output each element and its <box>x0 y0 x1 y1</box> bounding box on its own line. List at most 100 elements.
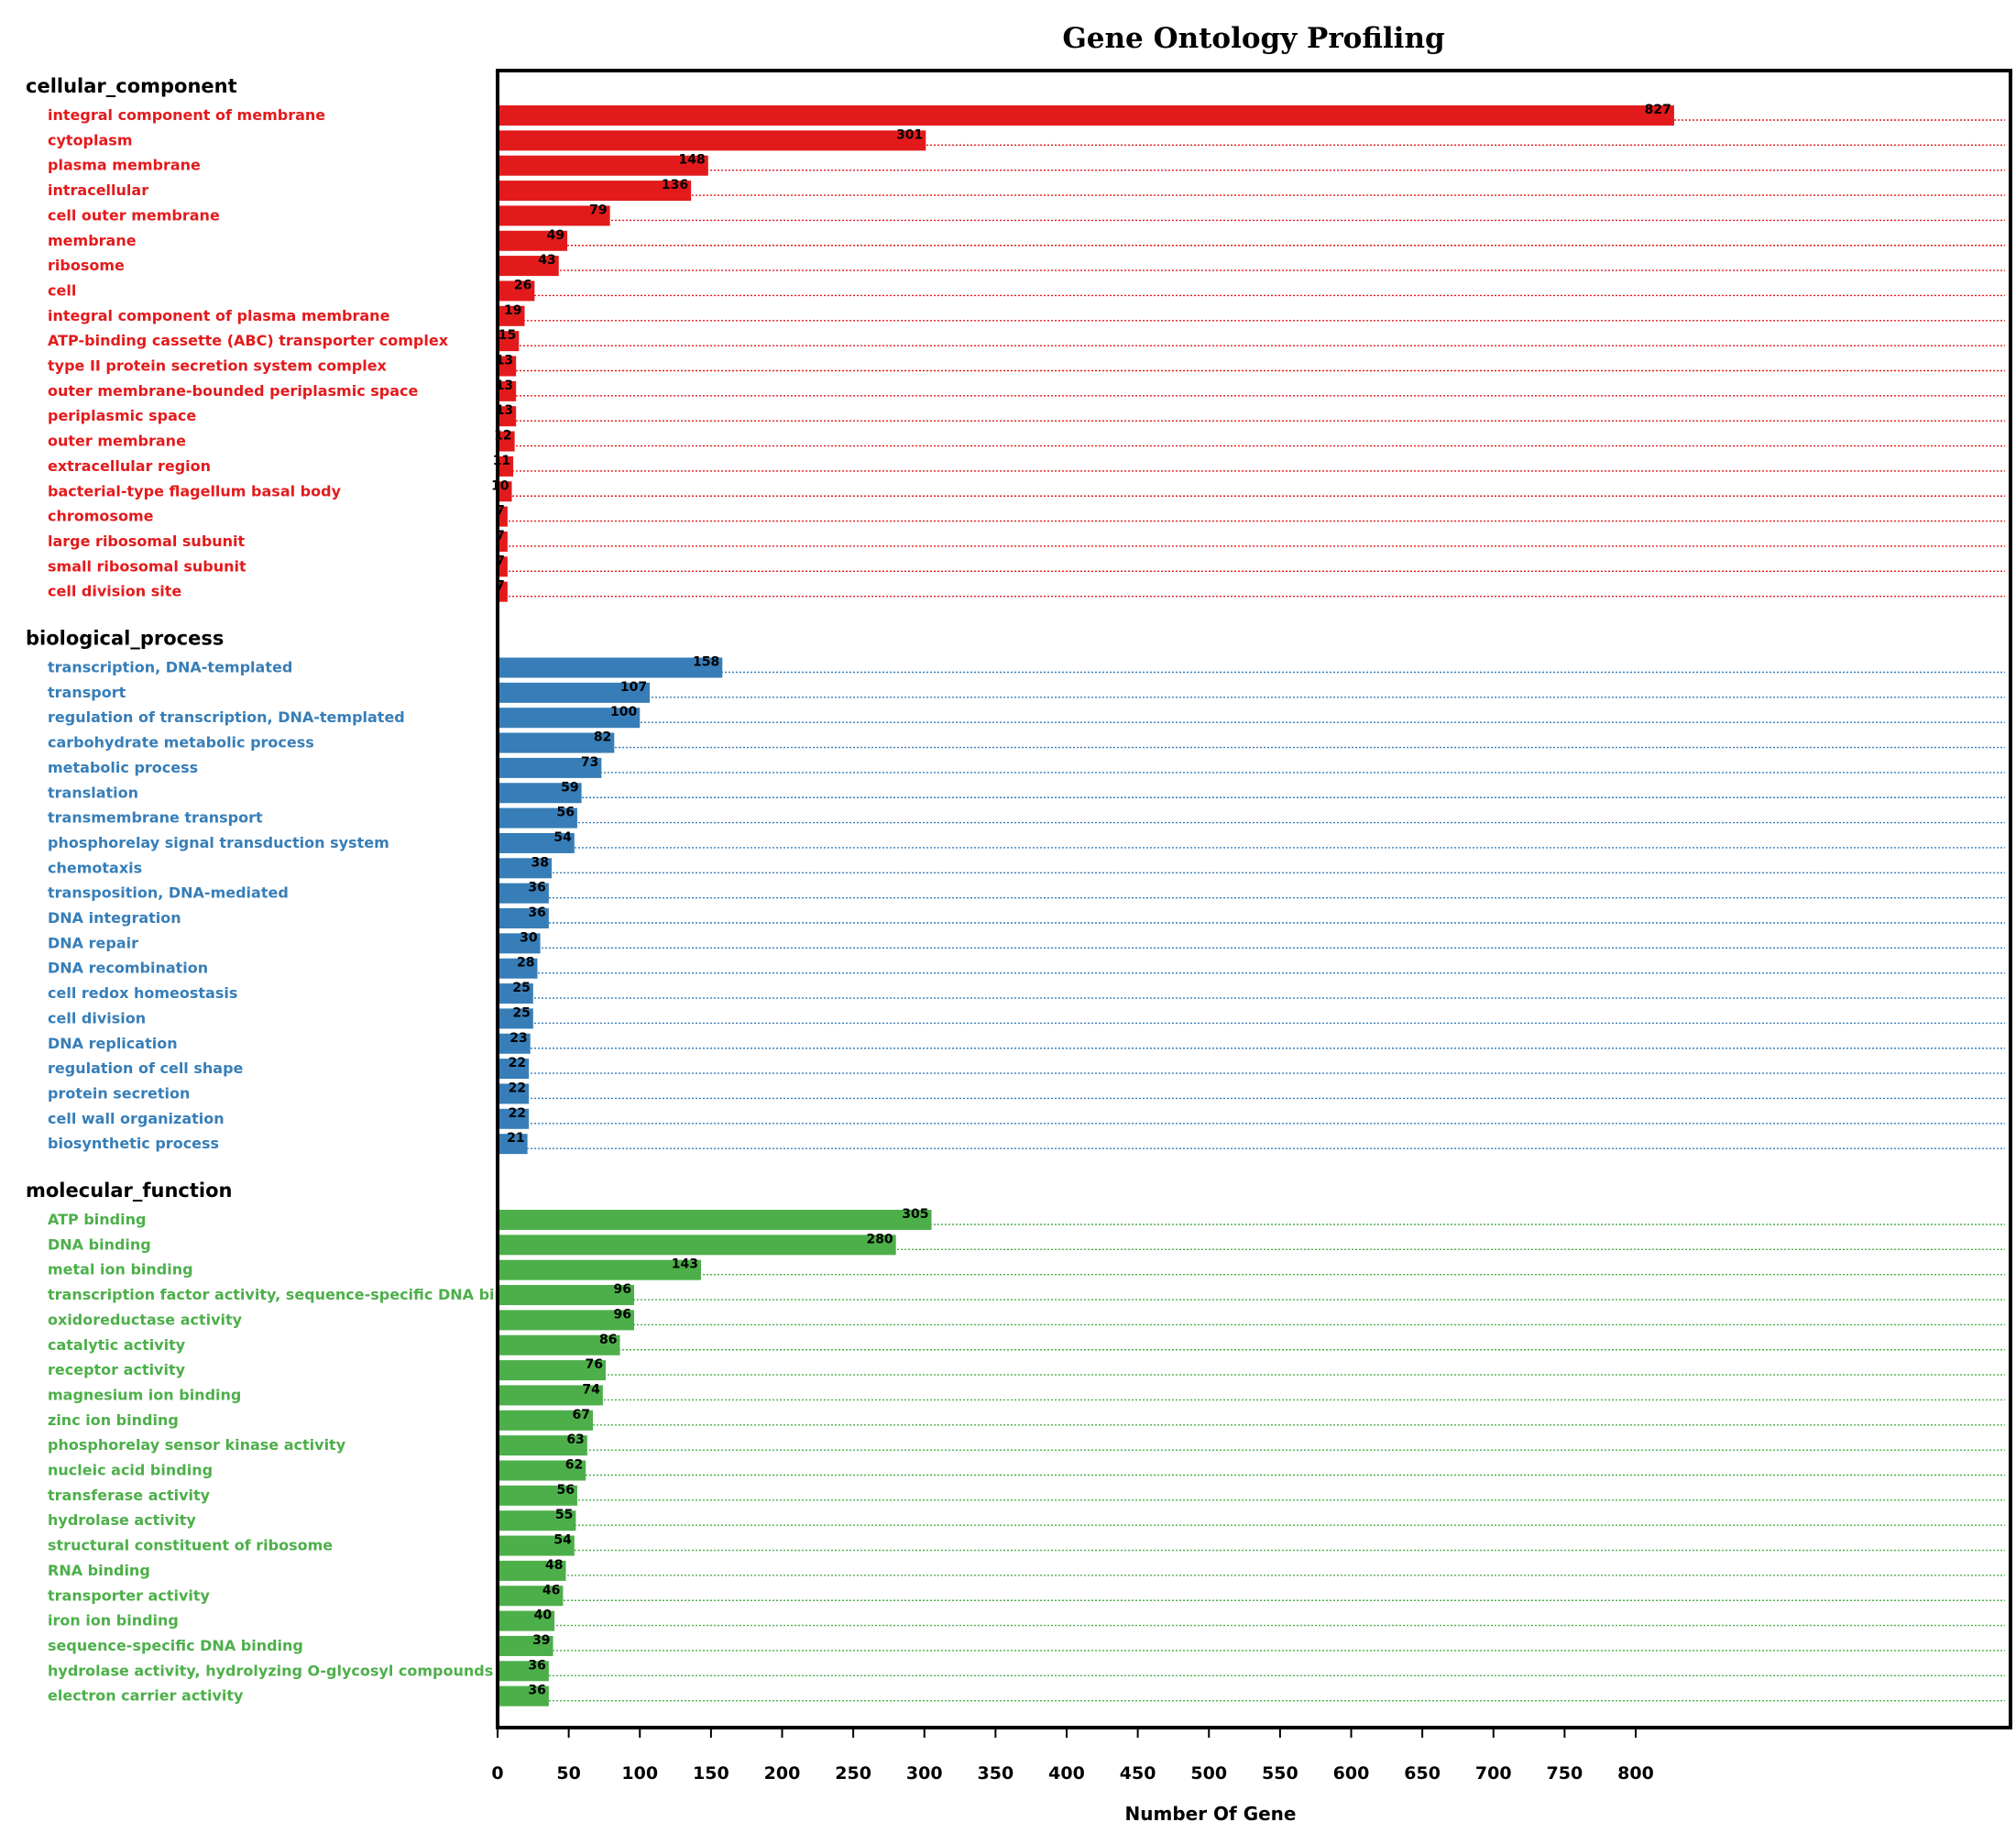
value-label: 23 <box>509 1031 527 1046</box>
category-label: carbohydrate metabolic process <box>48 734 314 752</box>
category-label: integral component of plasma membrane <box>48 307 390 324</box>
bar <box>498 1586 564 1607</box>
bar <box>498 682 651 703</box>
value-label: 49 <box>547 228 564 243</box>
bar <box>498 1535 575 1556</box>
category-label: large ribosomal subunit <box>48 532 246 550</box>
value-label: 46 <box>542 1583 560 1597</box>
category-label: regulation of cell shape <box>48 1059 244 1077</box>
category-label: transcription, DNA-templated <box>48 659 292 676</box>
value-label: 19 <box>504 303 521 318</box>
x-tick-label: 450 <box>1120 1763 1156 1784</box>
value-label: 26 <box>514 278 531 292</box>
category-label: biosynthetic process <box>48 1135 219 1152</box>
category-label: cell division <box>48 1009 146 1026</box>
value-label: 96 <box>614 1282 631 1297</box>
group-cellular-component: cellular_component integral component of … <box>26 75 2005 602</box>
value-label: 25 <box>512 981 530 995</box>
bar <box>498 581 508 602</box>
bar <box>498 506 508 527</box>
category-label: cell redox homeostasis <box>48 984 237 1002</box>
value-label: 56 <box>556 1483 574 1498</box>
x-tick-label: 650 <box>1404 1763 1441 1784</box>
bar <box>498 1134 528 1155</box>
bar <box>498 205 610 226</box>
value-label: 22 <box>509 1106 526 1121</box>
bar <box>498 431 515 452</box>
value-label: 82 <box>594 730 611 745</box>
category-label: nucleic acid binding <box>48 1462 213 1479</box>
bar <box>498 1685 549 1707</box>
category-label: transcription factor activity, sequence-… <box>48 1286 542 1303</box>
category-label: oxidoreductase activity <box>48 1311 243 1328</box>
category-label: ATP-binding cassette (ABC) transporter c… <box>48 332 449 349</box>
bar <box>498 230 568 251</box>
bar <box>498 1285 635 1306</box>
value-label: 21 <box>507 1131 524 1146</box>
x-tick-label: 400 <box>1048 1763 1085 1784</box>
x-tick-label: 150 <box>693 1763 729 1784</box>
value-label: 79 <box>589 203 607 217</box>
category-label: plasma membrane <box>48 157 201 174</box>
category-label: cell outer membrane <box>48 206 220 224</box>
bar <box>498 406 517 427</box>
chart-title: Gene Ontology Profiling <box>1062 22 1444 55</box>
bar <box>498 305 525 326</box>
value-label: 7 <box>496 554 505 568</box>
bar <box>498 732 615 753</box>
category-label: DNA repair <box>48 934 138 951</box>
category-label: DNA recombination <box>48 960 208 977</box>
bar <box>498 1310 635 1331</box>
value-label: 86 <box>599 1333 617 1347</box>
value-label: 74 <box>582 1382 600 1397</box>
bar <box>498 1108 530 1129</box>
category-label: transferase activity <box>48 1487 211 1504</box>
plot-frame <box>496 69 2012 1729</box>
x-axis: 0 50 100 150 200 250 300 350 400 450 500 550 600 650 7… <box>491 1728 1654 1784</box>
category-label: ATP binding <box>48 1211 146 1228</box>
category-label: translation <box>48 784 138 801</box>
category-label: regulation of transcription, DNA-templat… <box>48 708 405 726</box>
bar <box>498 105 1674 126</box>
value-label: 22 <box>509 1056 526 1070</box>
bar <box>498 380 517 401</box>
bar <box>498 708 641 729</box>
bar <box>498 757 602 778</box>
category-label: membrane <box>48 232 137 249</box>
category-label: bacterial-type flagellum basal body <box>48 482 342 499</box>
bar <box>498 1510 576 1531</box>
bar <box>498 1008 533 1029</box>
category-label: small ribosomal subunit <box>48 557 247 575</box>
bar <box>498 1235 896 1256</box>
value-label: 36 <box>528 881 545 895</box>
value-label: 25 <box>512 1005 530 1020</box>
value-label: 54 <box>553 830 572 845</box>
bar <box>498 1485 577 1506</box>
bar <box>498 1560 566 1581</box>
bar <box>498 556 508 577</box>
value-label: 10 <box>491 478 509 493</box>
value-label: 40 <box>534 1608 553 1623</box>
value-label: 54 <box>553 1533 572 1548</box>
category-label: electron carrier activity <box>48 1687 244 1705</box>
category-label: magnesium ion binding <box>48 1386 241 1403</box>
category-label: phosphorelay sensor kinase activity <box>48 1436 346 1454</box>
plot-area: cellular_component integral component of … <box>26 75 2005 1707</box>
group-label: cellular_component <box>26 75 237 97</box>
value-label: 305 <box>902 1207 928 1222</box>
category-label: DNA integration <box>48 909 181 927</box>
group-label: molecular_function <box>26 1180 232 1202</box>
bar <box>498 1360 606 1381</box>
bar <box>498 481 512 502</box>
category-label: metabolic process <box>48 759 198 776</box>
x-tick-label: 350 <box>978 1763 1014 1784</box>
category-label: metal ion binding <box>48 1261 193 1279</box>
bar <box>498 908 549 928</box>
category-label: sequence-specific DNA binding <box>48 1637 303 1654</box>
bar <box>498 531 508 552</box>
x-axis-title: Number Of Gene <box>1125 1803 1297 1825</box>
bar <box>498 155 708 176</box>
bar <box>498 130 926 151</box>
value-label: 827 <box>1645 103 1671 117</box>
bar <box>498 1033 531 1054</box>
